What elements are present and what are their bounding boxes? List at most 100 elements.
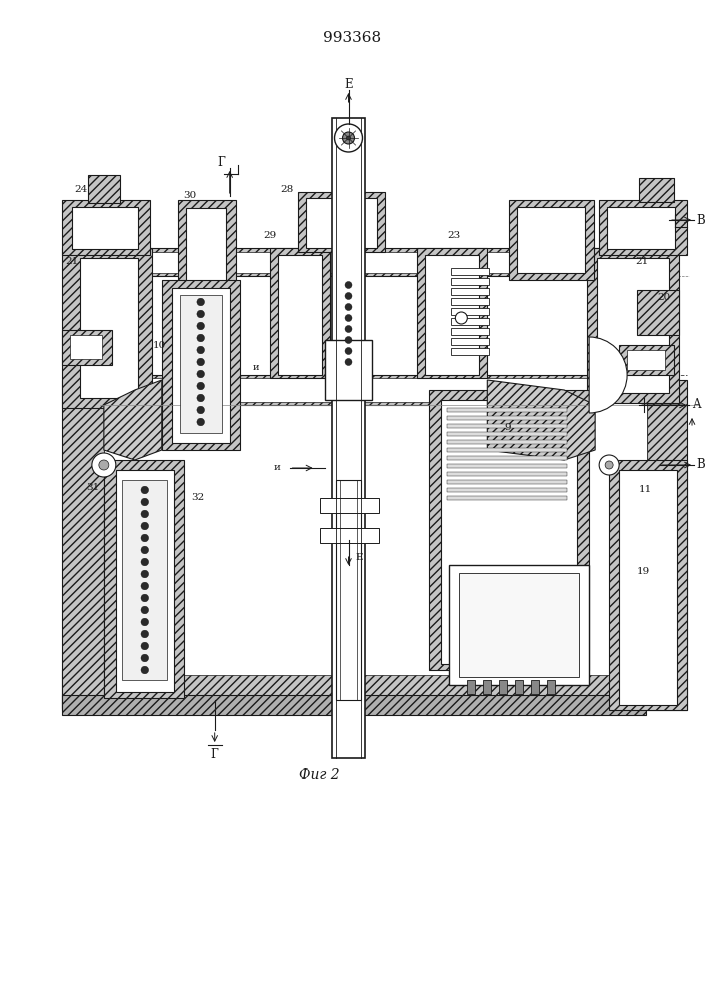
Bar: [104, 460, 184, 698]
Bar: [609, 460, 687, 710]
Bar: [325, 340, 373, 400]
Circle shape: [197, 394, 204, 402]
Bar: [451, 308, 489, 315]
Circle shape: [197, 358, 204, 366]
Circle shape: [197, 334, 204, 342]
Circle shape: [197, 310, 204, 318]
Circle shape: [197, 370, 204, 378]
Circle shape: [99, 460, 109, 470]
Bar: [451, 338, 489, 345]
Circle shape: [605, 461, 613, 469]
Text: 31: 31: [87, 484, 100, 492]
Text: В: В: [696, 214, 705, 227]
Bar: [80, 258, 138, 398]
Text: и: и: [252, 363, 259, 372]
Bar: [441, 400, 577, 664]
Bar: [460, 573, 579, 677]
Bar: [637, 290, 679, 335]
Circle shape: [141, 594, 148, 602]
Circle shape: [345, 292, 352, 300]
Text: 29: 29: [263, 231, 276, 239]
Bar: [417, 248, 487, 378]
Bar: [448, 456, 567, 460]
Circle shape: [141, 630, 148, 638]
Bar: [104, 380, 647, 675]
Bar: [599, 200, 687, 255]
Bar: [448, 440, 567, 444]
Text: 19: 19: [637, 568, 650, 576]
Bar: [451, 278, 489, 285]
Text: В: В: [696, 458, 705, 472]
Bar: [62, 200, 150, 255]
Bar: [619, 345, 674, 375]
Bar: [627, 350, 665, 370]
Circle shape: [345, 336, 352, 344]
PathPatch shape: [487, 380, 595, 460]
Wedge shape: [589, 337, 627, 413]
Circle shape: [197, 298, 204, 306]
Text: 11: 11: [639, 486, 653, 494]
Bar: [70, 335, 102, 359]
Circle shape: [141, 570, 148, 578]
Text: A: A: [692, 398, 701, 412]
Bar: [305, 198, 378, 248]
Text: Г: Г: [211, 748, 218, 762]
Circle shape: [197, 322, 204, 330]
Circle shape: [141, 546, 148, 554]
Bar: [426, 255, 479, 375]
Circle shape: [197, 418, 204, 426]
Circle shape: [455, 312, 467, 324]
Bar: [607, 207, 675, 249]
Bar: [88, 175, 119, 203]
Circle shape: [334, 124, 363, 152]
Circle shape: [345, 326, 352, 332]
Bar: [172, 288, 230, 443]
Bar: [429, 390, 589, 670]
Bar: [451, 268, 489, 275]
Bar: [186, 208, 226, 424]
Bar: [162, 280, 240, 450]
Bar: [509, 200, 594, 280]
Text: 10: 10: [153, 340, 166, 350]
Bar: [451, 348, 489, 355]
Text: E: E: [356, 554, 363, 562]
Bar: [298, 192, 385, 252]
Bar: [122, 480, 167, 680]
Circle shape: [141, 642, 148, 650]
Text: 23: 23: [448, 232, 461, 240]
Bar: [448, 416, 567, 420]
Bar: [269, 248, 329, 378]
Circle shape: [141, 654, 148, 662]
Bar: [332, 118, 366, 758]
Circle shape: [345, 314, 352, 322]
Bar: [619, 470, 677, 705]
Text: Г: Г: [218, 156, 226, 169]
Bar: [448, 424, 567, 428]
Bar: [62, 330, 112, 365]
Bar: [451, 298, 489, 305]
Circle shape: [141, 510, 148, 518]
Bar: [62, 248, 152, 408]
Text: 21: 21: [65, 257, 78, 266]
Bar: [597, 258, 669, 393]
Circle shape: [599, 455, 619, 475]
Bar: [320, 528, 380, 543]
Bar: [62, 380, 104, 710]
Bar: [336, 480, 361, 700]
PathPatch shape: [104, 380, 162, 460]
Bar: [320, 498, 380, 513]
Circle shape: [197, 346, 204, 354]
Bar: [177, 200, 235, 430]
Bar: [448, 408, 567, 412]
Circle shape: [345, 304, 352, 310]
Bar: [448, 488, 567, 492]
Circle shape: [141, 666, 148, 674]
Circle shape: [141, 498, 148, 506]
Text: 28: 28: [280, 186, 293, 194]
Text: 20: 20: [657, 294, 670, 302]
Bar: [499, 680, 508, 694]
Circle shape: [345, 359, 352, 365]
Bar: [180, 295, 222, 433]
Circle shape: [141, 558, 148, 566]
Bar: [451, 318, 489, 325]
